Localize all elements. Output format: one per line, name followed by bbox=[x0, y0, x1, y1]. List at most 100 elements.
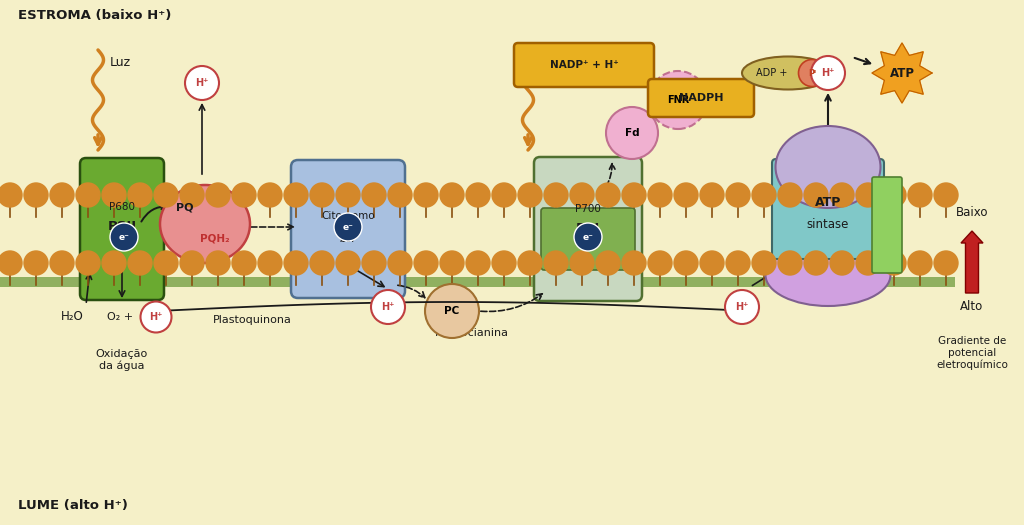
Text: H⁺: H⁺ bbox=[196, 78, 209, 88]
Circle shape bbox=[778, 251, 802, 275]
Circle shape bbox=[606, 107, 658, 159]
Circle shape bbox=[232, 183, 256, 207]
Circle shape bbox=[726, 251, 750, 275]
Circle shape bbox=[466, 251, 490, 275]
Circle shape bbox=[440, 183, 464, 207]
Text: e⁻: e⁻ bbox=[343, 223, 353, 232]
Circle shape bbox=[856, 251, 880, 275]
Text: e⁻: e⁻ bbox=[119, 233, 129, 242]
FancyBboxPatch shape bbox=[872, 177, 902, 273]
Text: NADPH: NADPH bbox=[679, 93, 723, 103]
Circle shape bbox=[110, 223, 138, 251]
Circle shape bbox=[50, 251, 74, 275]
Circle shape bbox=[50, 183, 74, 207]
Circle shape bbox=[882, 251, 906, 275]
FancyBboxPatch shape bbox=[514, 43, 654, 87]
Circle shape bbox=[649, 71, 707, 129]
FancyBboxPatch shape bbox=[648, 79, 754, 117]
Circle shape bbox=[206, 251, 230, 275]
Circle shape bbox=[674, 183, 698, 207]
Circle shape bbox=[700, 183, 724, 207]
Text: Baixo: Baixo bbox=[955, 206, 988, 219]
Circle shape bbox=[492, 183, 516, 207]
Circle shape bbox=[830, 183, 854, 207]
Circle shape bbox=[518, 183, 542, 207]
Text: PQH₂: PQH₂ bbox=[200, 233, 229, 243]
Circle shape bbox=[622, 251, 646, 275]
Text: NADP⁺ + H⁺: NADP⁺ + H⁺ bbox=[550, 60, 618, 70]
Circle shape bbox=[336, 251, 360, 275]
Circle shape bbox=[622, 183, 646, 207]
FancyBboxPatch shape bbox=[0, 277, 955, 287]
Circle shape bbox=[934, 183, 958, 207]
Text: H₂O: H₂O bbox=[60, 310, 83, 323]
Circle shape bbox=[180, 251, 204, 275]
FancyBboxPatch shape bbox=[291, 160, 406, 298]
Text: Plastocianina: Plastocianina bbox=[435, 328, 509, 338]
Circle shape bbox=[284, 183, 308, 207]
Circle shape bbox=[76, 251, 100, 275]
Circle shape bbox=[362, 251, 386, 275]
Ellipse shape bbox=[742, 57, 834, 89]
Text: P700: P700 bbox=[575, 204, 601, 214]
Circle shape bbox=[206, 183, 230, 207]
Circle shape bbox=[725, 290, 759, 324]
Circle shape bbox=[492, 251, 516, 275]
Circle shape bbox=[574, 223, 602, 251]
Circle shape bbox=[882, 183, 906, 207]
FancyBboxPatch shape bbox=[772, 159, 884, 259]
Text: LUME (alto H⁺): LUME (alto H⁺) bbox=[18, 499, 128, 511]
Circle shape bbox=[440, 251, 464, 275]
Circle shape bbox=[425, 284, 479, 338]
Circle shape bbox=[804, 251, 828, 275]
FancyBboxPatch shape bbox=[541, 208, 635, 270]
Text: Citocromo: Citocromo bbox=[322, 211, 375, 221]
Text: H⁺: H⁺ bbox=[381, 302, 394, 312]
Circle shape bbox=[154, 183, 178, 207]
Circle shape bbox=[102, 183, 126, 207]
Circle shape bbox=[128, 183, 152, 207]
Circle shape bbox=[336, 183, 360, 207]
Text: FNR: FNR bbox=[667, 95, 689, 105]
Text: Plastoquinona: Plastoquinona bbox=[213, 315, 292, 325]
Circle shape bbox=[414, 183, 438, 207]
Circle shape bbox=[154, 251, 178, 275]
Ellipse shape bbox=[766, 244, 891, 306]
Circle shape bbox=[752, 183, 776, 207]
Circle shape bbox=[232, 251, 256, 275]
Text: H⁺: H⁺ bbox=[735, 302, 749, 312]
Circle shape bbox=[811, 56, 845, 90]
Circle shape bbox=[310, 251, 334, 275]
Text: Oxidação
da água: Oxidação da água bbox=[96, 349, 148, 371]
Circle shape bbox=[0, 183, 22, 207]
Circle shape bbox=[570, 251, 594, 275]
Circle shape bbox=[414, 251, 438, 275]
Circle shape bbox=[362, 183, 386, 207]
Circle shape bbox=[371, 290, 406, 324]
Text: Pᴵ: Pᴵ bbox=[808, 68, 816, 78]
Circle shape bbox=[128, 251, 152, 275]
Circle shape bbox=[180, 183, 204, 207]
Text: PSII: PSII bbox=[108, 220, 136, 234]
Text: H⁺: H⁺ bbox=[150, 312, 163, 322]
Ellipse shape bbox=[775, 126, 881, 208]
Text: Alto: Alto bbox=[961, 300, 984, 313]
Circle shape bbox=[466, 183, 490, 207]
Circle shape bbox=[544, 251, 568, 275]
Text: Fd: Fd bbox=[625, 128, 639, 138]
Text: Luz: Luz bbox=[542, 57, 562, 69]
Circle shape bbox=[24, 251, 48, 275]
Text: ESTROMA (baixo H⁺): ESTROMA (baixo H⁺) bbox=[18, 8, 171, 22]
Circle shape bbox=[908, 251, 932, 275]
Ellipse shape bbox=[160, 185, 250, 263]
Text: PSI: PSI bbox=[575, 223, 600, 236]
Circle shape bbox=[908, 183, 932, 207]
Circle shape bbox=[830, 251, 854, 275]
Circle shape bbox=[185, 66, 219, 100]
Circle shape bbox=[778, 183, 802, 207]
Circle shape bbox=[726, 183, 750, 207]
Circle shape bbox=[24, 183, 48, 207]
Circle shape bbox=[700, 251, 724, 275]
Text: P680: P680 bbox=[109, 202, 135, 212]
Circle shape bbox=[752, 251, 776, 275]
